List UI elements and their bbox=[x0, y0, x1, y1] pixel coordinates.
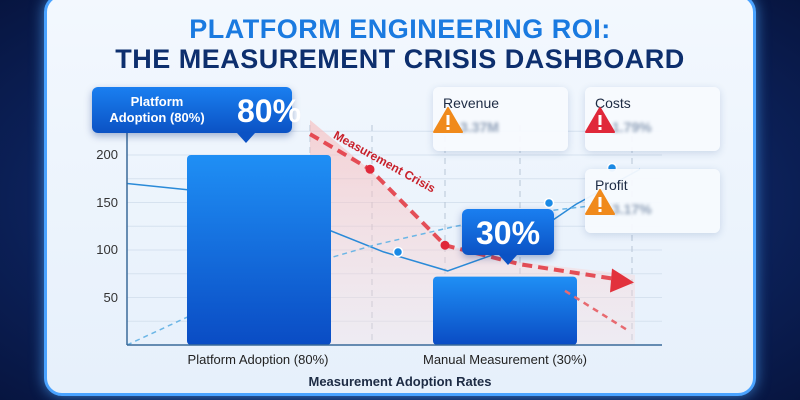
card-title: Revenue bbox=[443, 95, 500, 111]
manual-measurement-callout: 30% bbox=[462, 209, 554, 265]
callout-pointer bbox=[499, 255, 517, 265]
title-line-2: THE MEASUREMENT CRISIS DASHBOARD bbox=[115, 44, 685, 74]
warning-icon bbox=[585, 107, 615, 133]
callout-value: 80% bbox=[237, 93, 302, 129]
trend-marker bbox=[392, 246, 404, 258]
y-tick-label: 50 bbox=[103, 289, 118, 305]
crisis-arrowhead bbox=[610, 268, 634, 293]
card-value: 3.17% bbox=[612, 201, 652, 217]
callout-label: Platform Adoption (80%) bbox=[109, 94, 205, 125]
x-axis-label: Measurement Adoption Rates bbox=[308, 374, 492, 389]
y-tick-label: 150 bbox=[96, 194, 118, 210]
crisis-line-low bbox=[564, 289, 631, 333]
y-tick-label: 200 bbox=[96, 147, 118, 162]
trend-marker bbox=[543, 197, 555, 209]
y-tick-label: 100 bbox=[96, 242, 118, 257]
warning-icon bbox=[585, 189, 615, 215]
title-line-1: PLATFORM ENGINEERING ROI: bbox=[189, 14, 611, 44]
category-label-platform: Platform Adoption (80%) bbox=[187, 352, 329, 367]
costs-card: Costs ↑ 1.79% bbox=[585, 87, 720, 151]
card-title: Profit bbox=[595, 177, 628, 193]
bar-1 bbox=[187, 155, 331, 345]
card-value: 3.37M bbox=[460, 119, 499, 135]
card-title: Costs bbox=[595, 95, 631, 111]
crisis-marker bbox=[365, 164, 375, 174]
callout-pointer bbox=[237, 133, 255, 143]
callout-value: 30% bbox=[475, 215, 541, 251]
card-value: 1.79% bbox=[612, 119, 652, 135]
profit-card: Profit ↓ 3.17% bbox=[585, 169, 720, 233]
revenue-card: Revenue ↓ 3.37M bbox=[433, 87, 568, 151]
category-label-manual: Manual Measurement (30%) bbox=[422, 352, 588, 367]
platform-adoption-callout: Platform Adoption (80%) 80% bbox=[92, 87, 301, 143]
crisis-marker bbox=[440, 240, 450, 250]
warning-icon bbox=[433, 107, 463, 133]
bar-2 bbox=[433, 276, 577, 345]
